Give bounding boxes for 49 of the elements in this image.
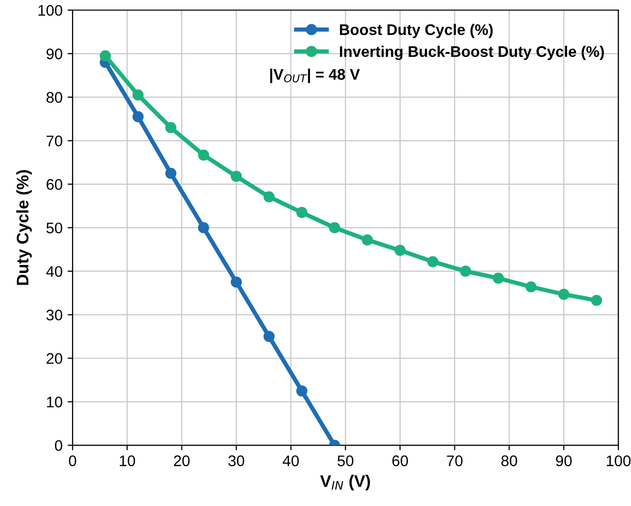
y-tick-label: 70: [46, 136, 62, 146]
y-tick-label: 10: [47, 396, 62, 408]
x-tick-label: 80: [501, 455, 518, 466]
y-tick-label: 80: [46, 92, 62, 103]
x-tick-label: 0: [68, 455, 76, 466]
y-tick-label: 20: [46, 353, 62, 364]
y-tick-label: 50: [46, 222, 62, 234]
y-tick-label: 60: [46, 179, 62, 190]
legend-label: Inverting Buck-Boost Duty Cycle (%): [340, 46, 604, 60]
x-axis-title: V$_{IN}$ (V): [320, 474, 370, 490]
point: [165, 122, 176, 134]
y-tick-label: 90: [46, 48, 62, 60]
y-tick-label: 100: [38, 4, 62, 16]
x-tick-label: 50: [338, 455, 354, 466]
point: [132, 111, 144, 122]
point: [100, 50, 111, 62]
point: [264, 330, 275, 342]
point: [230, 276, 242, 288]
x-tick-label: 20: [174, 455, 190, 466]
point: [590, 294, 602, 306]
point: [230, 170, 242, 182]
point: [264, 191, 275, 202]
x-tick-label: 100: [606, 455, 631, 466]
point: [492, 272, 504, 284]
x-tick-label: 70: [446, 455, 463, 466]
annotation: |V$_{OUT}$| = 48 V: [270, 68, 360, 84]
y-tick-label: 0: [54, 440, 62, 451]
point: [296, 385, 308, 396]
point: [198, 149, 210, 161]
point: [427, 256, 438, 268]
point: [460, 266, 472, 277]
x-tick-label: 40: [282, 455, 299, 466]
x-tick-label: 30: [228, 455, 244, 466]
point: [132, 89, 144, 101]
point: [362, 234, 373, 246]
point: [558, 288, 570, 300]
point: [525, 281, 537, 292]
legend-label: Boost Duty Cycle (%): [340, 24, 493, 38]
y-tick-label: 30: [46, 310, 62, 320]
point: [394, 244, 406, 256]
point: [329, 222, 340, 234]
x-tick-label: 10: [120, 455, 136, 466]
point: [198, 222, 210, 234]
y-tick-label: 40: [46, 266, 62, 277]
point: [165, 168, 176, 179]
point: [296, 206, 308, 218]
x-tick-label: 90: [556, 455, 572, 466]
y-axis-title: Duty Cycle (%): [16, 170, 32, 285]
x-tick-label: 60: [392, 455, 408, 466]
